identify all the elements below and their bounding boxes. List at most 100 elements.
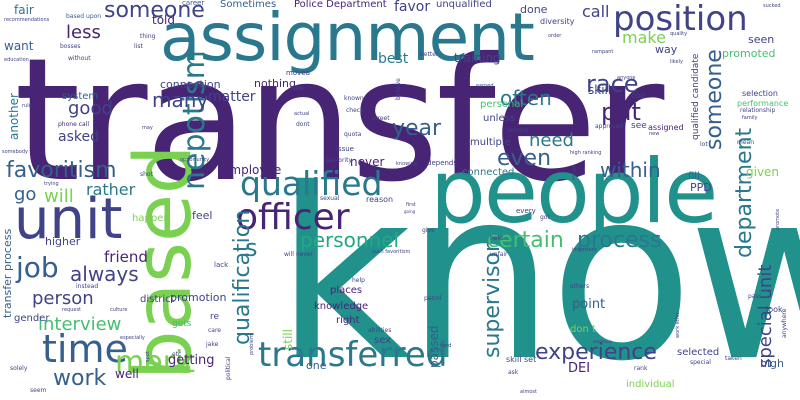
word-phone-call: phone call [58, 121, 89, 128]
word-given: given [746, 165, 780, 179]
word-certain: certain [487, 228, 564, 253]
word-never: never [350, 155, 385, 169]
word-take: take [290, 85, 303, 92]
word-street: street [372, 115, 390, 122]
word-interview: interview [38, 314, 122, 335]
word-officer: officer [236, 197, 350, 238]
word-nothing: nothing [254, 77, 296, 90]
word-skill-set: skill set [506, 355, 537, 364]
word-depends: depends [427, 159, 458, 167]
word-qualified: qualified [240, 164, 383, 203]
word-opportunity: opportunity [180, 157, 210, 163]
word-knowledge: knowledge [314, 301, 369, 312]
word-order: order [548, 33, 562, 39]
word-work: work [53, 366, 107, 391]
word-less: less [66, 22, 101, 43]
word-one: one [306, 359, 327, 372]
word-people: people [430, 140, 718, 243]
word-sexual: sexual [320, 195, 340, 202]
word-someone-1: someone [104, 0, 205, 23]
word-ask: ask [508, 369, 519, 376]
word-got: got [540, 214, 550, 221]
word-feel: feel [192, 209, 213, 222]
word-process: process [577, 228, 662, 253]
word-such-favoritism: such favoritism [372, 249, 411, 255]
word-almost: almost [520, 389, 537, 395]
word-promote: promote [775, 208, 781, 230]
word-instead: instead [76, 283, 99, 290]
word-personal: personal [480, 99, 524, 110]
word-shot: shot [140, 171, 153, 178]
word-position: position [613, 0, 748, 39]
word-rather: rather [86, 180, 136, 199]
word-without: without [68, 55, 91, 62]
word-especially: especially [120, 335, 145, 341]
word-others: others [570, 283, 590, 290]
word-favor: favor [394, 0, 431, 15]
word-issue: issue [336, 145, 354, 153]
word-personnel: personnel [300, 228, 400, 252]
word-better: better [420, 51, 439, 58]
word-promotion: promotion [170, 291, 227, 304]
word-nepotism: nepotism [177, 50, 212, 190]
word-likely: likely [670, 59, 683, 65]
word-another: another [7, 93, 21, 140]
word-re: re [210, 312, 220, 322]
word-spot: spot [145, 351, 151, 362]
word-make: make [622, 28, 666, 47]
word-list: list [134, 43, 143, 50]
word-skill: skill [588, 83, 612, 97]
word-solely: solely [10, 365, 28, 372]
word-call: call [582, 2, 610, 21]
word-connected: connected [462, 167, 515, 178]
word-request: request [62, 307, 82, 313]
word-unfair: unfair [490, 251, 508, 258]
word-selection: selection [742, 89, 778, 98]
word-higher: higher [45, 235, 81, 248]
word-performance: performance [737, 99, 789, 108]
word-best: best [378, 51, 409, 67]
word-going: going [404, 209, 416, 214]
word-knowing: knowing [396, 161, 417, 167]
word-ppd: PPD [690, 181, 712, 194]
word-see: see [631, 121, 647, 131]
word-diversity: diversity [540, 17, 575, 26]
word-based-upon: based upon [66, 13, 102, 20]
word-education: education [4, 57, 29, 63]
word-sometimes: Sometimes [220, 0, 277, 10]
word-selected: selected [677, 347, 720, 358]
word-thing: thing [140, 33, 156, 40]
word-first: first [406, 202, 416, 208]
word-help: help [352, 277, 365, 284]
word-know: know [275, 138, 800, 400]
word-transfer: transfer [14, 22, 664, 220]
word-patrol: patrol [424, 295, 442, 302]
word-passed: passed [427, 325, 441, 368]
word-will-never: will never [284, 251, 314, 258]
word-come: come [184, 81, 204, 89]
word-recommendations: recommendations [4, 17, 50, 23]
word-look: look [766, 305, 783, 314]
word-s: s [245, 234, 258, 262]
word-abilities: abilities [368, 327, 392, 334]
word-individual: individual [626, 379, 675, 390]
word-need: need [529, 130, 574, 151]
word-mean: mean [737, 139, 755, 146]
word-done: done [520, 3, 548, 16]
word-merit: merit [115, 345, 196, 380]
word-even: even [497, 146, 552, 171]
word-new: new [649, 131, 660, 137]
word-district: district [140, 294, 175, 305]
word-time: time [42, 327, 128, 371]
word-assigned: assigned [648, 123, 684, 132]
word-favoritism: favoritism [6, 158, 117, 183]
word-family: family [742, 115, 758, 121]
word-training: training [454, 51, 501, 65]
word-multiple: multiple [470, 137, 511, 148]
word-reason: reason [366, 195, 394, 204]
word-sex: sex [374, 335, 392, 346]
word-year: year [392, 116, 442, 141]
word-experience: experience [535, 340, 657, 365]
word-system: system [62, 91, 99, 102]
